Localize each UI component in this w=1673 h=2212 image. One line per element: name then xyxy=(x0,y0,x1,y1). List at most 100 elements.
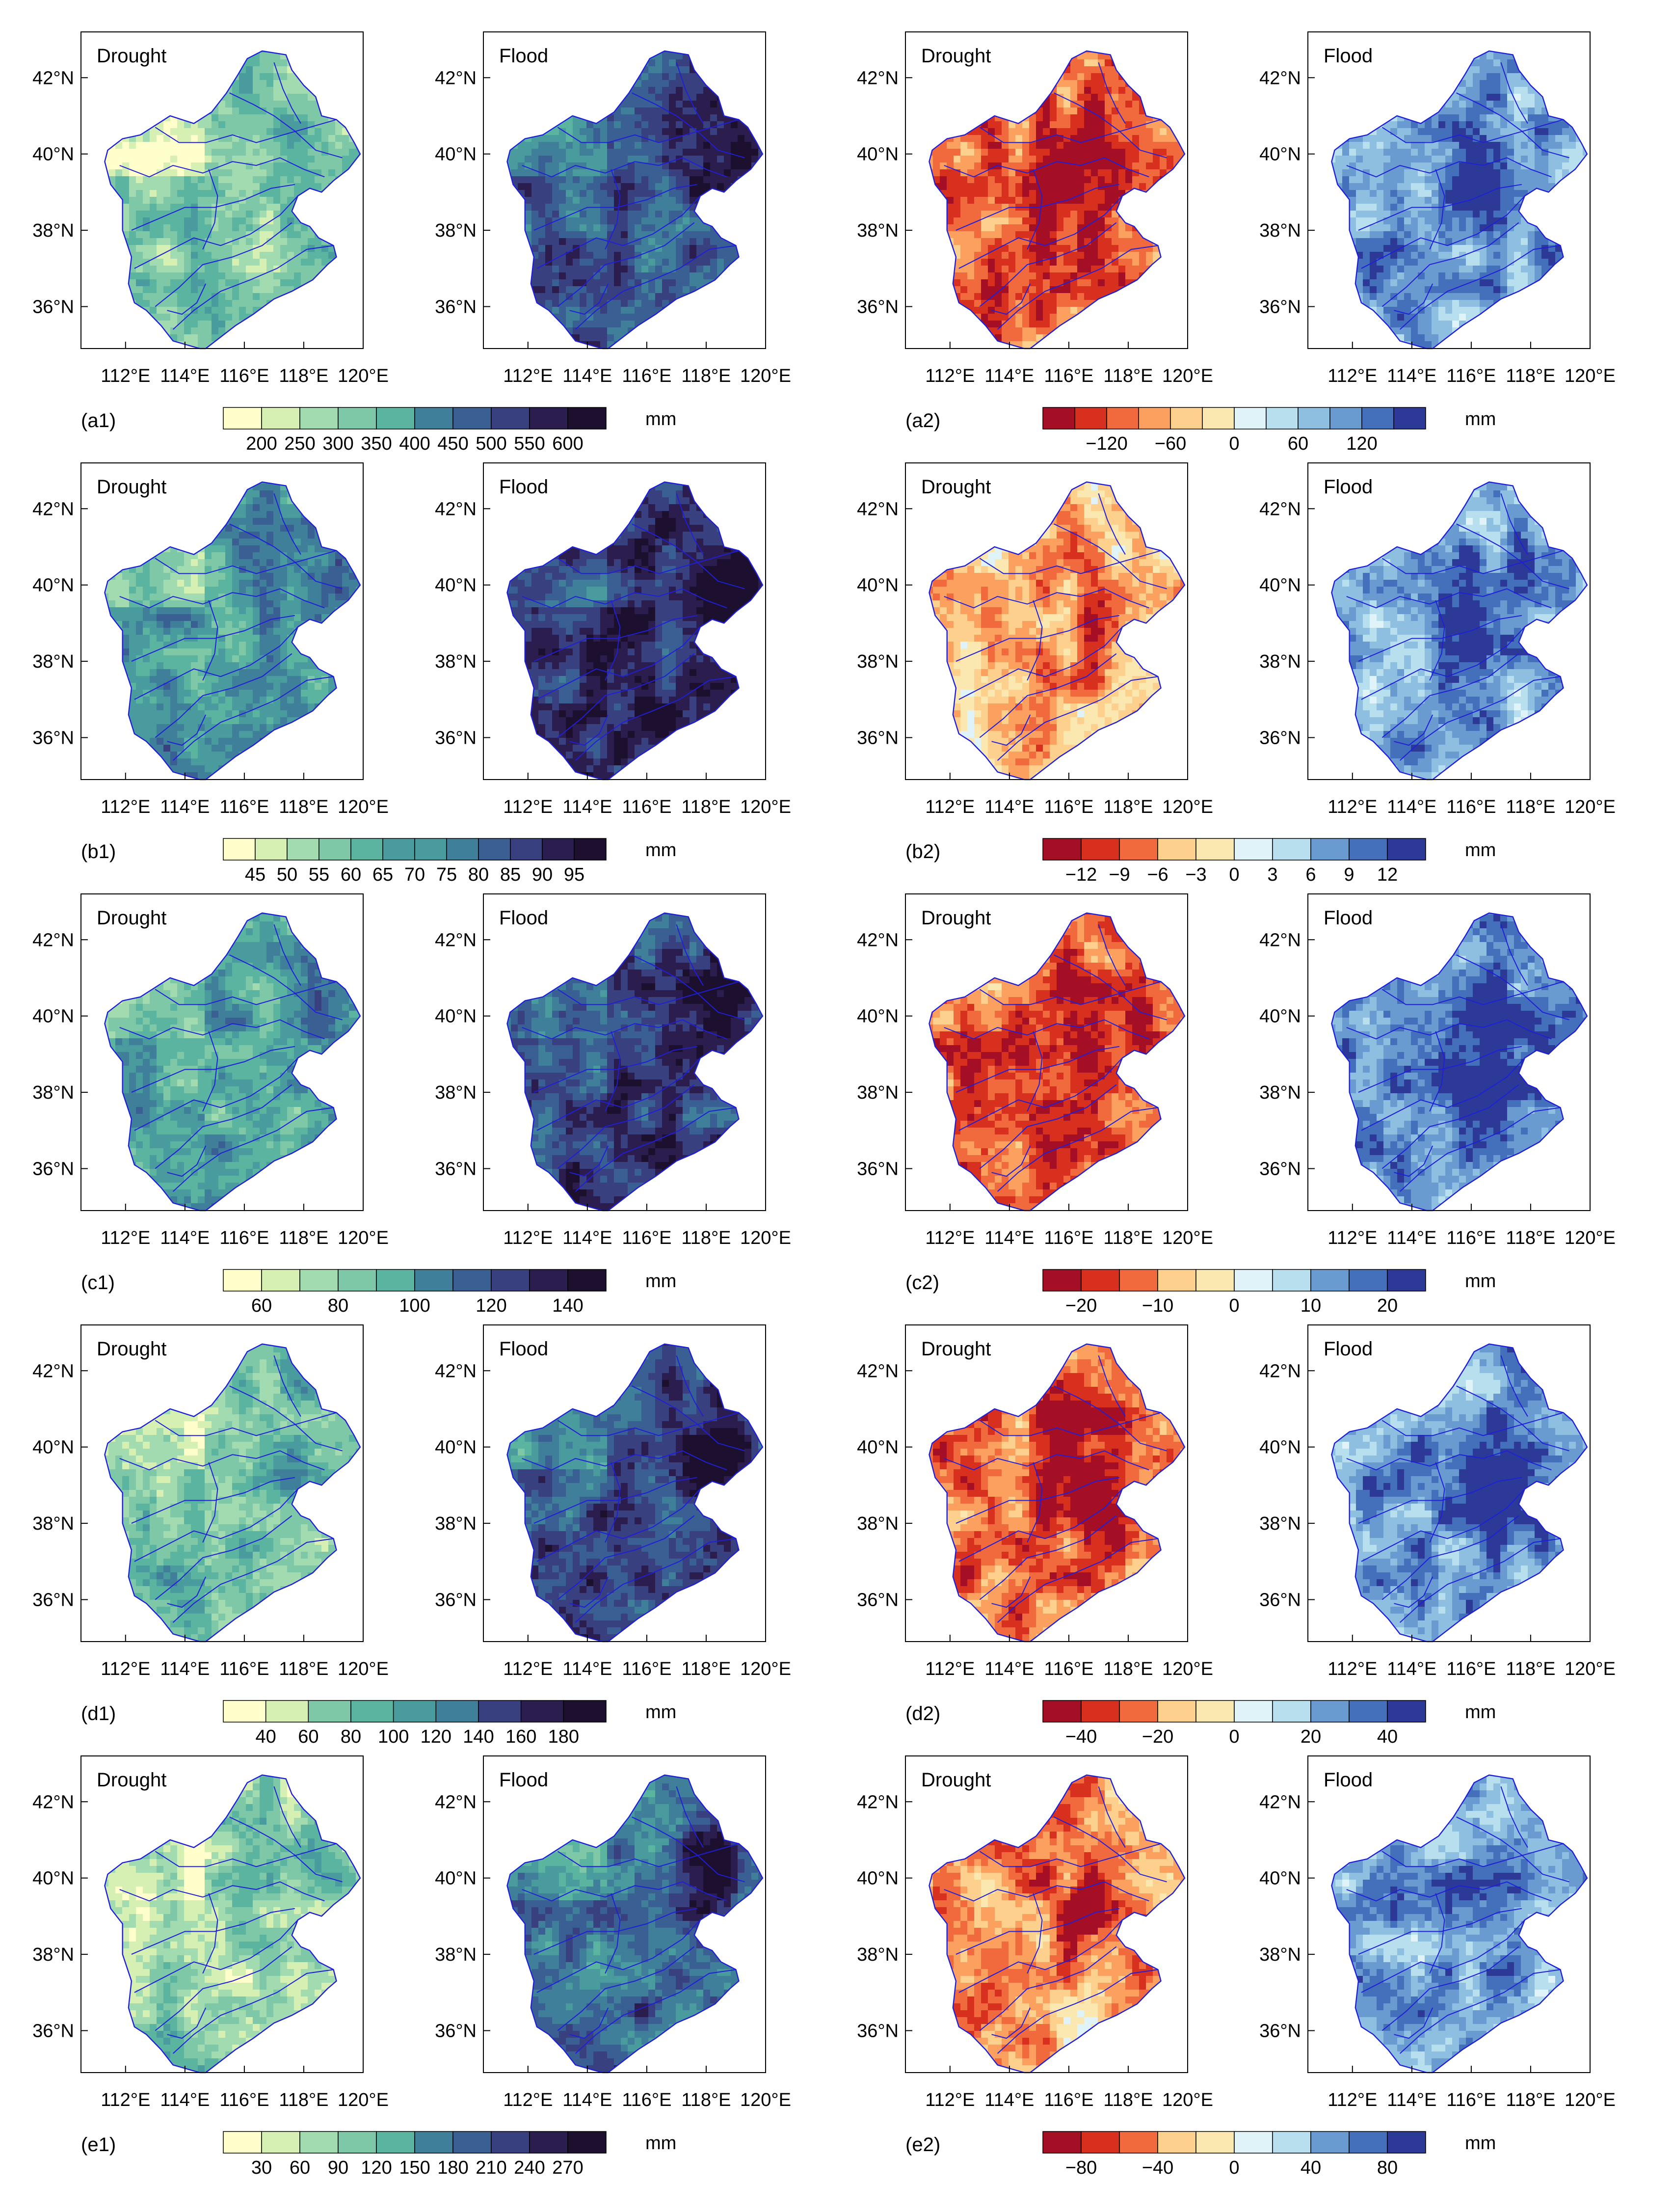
colorbar-bin xyxy=(299,407,339,430)
panel-title: Drought xyxy=(97,45,166,67)
sub-basin-boundary xyxy=(944,1881,1149,1902)
lon-tick-label: 118°E xyxy=(279,1228,328,1248)
sub-basin-boundary xyxy=(1054,954,1167,1021)
sub-basin-boundary xyxy=(522,1019,727,1040)
lon-tick-label: 120°E xyxy=(338,797,389,817)
colorbar-tick-label: 600 xyxy=(552,433,583,454)
lat-tick-label: 42°N xyxy=(32,1792,74,1812)
panel-label: (a2) xyxy=(905,410,940,432)
precipitation-field xyxy=(1331,482,1587,780)
sub-basin-boundary xyxy=(575,1107,736,1192)
colorbar-bin xyxy=(376,2131,415,2154)
map-frame xyxy=(905,893,1188,1211)
colorbar-tick-label: 200 xyxy=(246,433,277,454)
colorbar-bin xyxy=(1119,2131,1158,2154)
sub-basin-boundary xyxy=(575,676,736,761)
colorbar-tick-label: 120 xyxy=(361,2158,392,2178)
lon-tick-label: 120°E xyxy=(740,2090,791,2110)
map-panel-drought: Drought 112°E 114°E 116°E 118°E 120°E 42°N 40°N… xyxy=(32,893,389,1248)
lon-tick-label: 116°E xyxy=(219,366,269,386)
precipitation-field xyxy=(929,1775,1185,2073)
colorbar-bin xyxy=(1157,1700,1196,1723)
colorbar-bin xyxy=(1393,407,1426,430)
sub-basin-boundary xyxy=(119,1019,325,1040)
sub-basin-boundary xyxy=(979,1084,1117,1169)
sub-basin-boundary xyxy=(1399,1969,1561,2054)
sub-basin-boundary xyxy=(1361,1057,1525,1131)
lon-tick-label: 116°E xyxy=(622,797,671,817)
colorbar-tick-label: 90 xyxy=(532,864,553,885)
sub-basin-boundary xyxy=(229,1385,343,1452)
lat-tick-label: 38°N xyxy=(857,220,899,241)
lat-tick-label: 40°N xyxy=(32,1868,74,1889)
lat-tick-label: 40°N xyxy=(857,1437,899,1458)
sub-basin-boundary xyxy=(1399,1107,1561,1192)
sub-basin-boundary xyxy=(676,1786,704,1848)
precipitation-field xyxy=(507,913,763,1211)
lat-tick-label: 36°N xyxy=(1259,1159,1301,1180)
map-panel-flood: Flood 112°E 114°E 116°E 118°E 120°E 42°N 40°N 38… xyxy=(1259,893,1616,1248)
colorbar-bin xyxy=(452,2131,492,2154)
lon-tick-label: 120°E xyxy=(1565,1228,1616,1248)
colorbar-tick-label: 0 xyxy=(1229,1726,1239,1747)
sub-basin-boundary xyxy=(536,1919,701,1993)
sub-basin-boundary xyxy=(155,1412,337,1436)
sub-basin-boundary xyxy=(1394,1145,1434,1177)
sub-basin-boundary xyxy=(1500,1786,1528,1848)
sub-basin-boundary xyxy=(273,1355,301,1417)
colorbar-bin xyxy=(1195,1269,1235,1292)
lat-tick-label: 38°N xyxy=(435,1513,477,1534)
lat-tick-label: 36°N xyxy=(857,2021,899,2042)
colorbar-tick-label: 180 xyxy=(548,1726,579,1747)
sub-basin-boundary xyxy=(632,523,745,590)
sub-basin-boundary xyxy=(557,1412,739,1436)
colorbar-tick-label: 9 xyxy=(1344,864,1354,885)
unit-label: mm xyxy=(1465,2133,1496,2154)
sub-basin-boundary xyxy=(533,1477,697,1524)
sub-basin-boundary xyxy=(1054,1385,1167,1452)
colorbar-bin xyxy=(299,2131,339,2154)
colorbar-tick-label: −3 xyxy=(1185,864,1206,885)
lon-tick-label: 112°E xyxy=(101,797,150,817)
lat-tick-label: 42°N xyxy=(1259,499,1301,519)
unit-label: mm xyxy=(1465,1702,1496,1723)
lat-tick-label: 42°N xyxy=(435,68,477,88)
precipitation-field xyxy=(1331,1775,1587,2073)
basin-outline xyxy=(104,1774,361,2074)
panel-title: Drought xyxy=(97,1338,166,1360)
precipitation-field xyxy=(507,1775,763,2073)
lon-tick-label: 112°E xyxy=(101,366,150,386)
precipitation-field xyxy=(929,482,1185,780)
colorbar-tick-label: −12 xyxy=(1065,864,1097,885)
colorbar-bin xyxy=(223,2131,262,2154)
sub-basin-boundary xyxy=(1456,1385,1569,1452)
sub-basin-boundary xyxy=(229,92,343,159)
lat-tick-label: 40°N xyxy=(435,1006,477,1027)
sub-basin-boundary xyxy=(979,1843,1161,1867)
colorbar-bin xyxy=(1310,838,1350,861)
sub-basin-boundary xyxy=(155,119,337,143)
colorbar-bin xyxy=(414,838,447,861)
sub-basin-boundary xyxy=(557,653,695,738)
colorbar-tick-label: 0 xyxy=(1229,2158,1239,2178)
sub-basin-boundary xyxy=(1098,493,1126,555)
colorbar-tick-label: −40 xyxy=(1065,1726,1097,1747)
lat-tick-label: 42°N xyxy=(1259,68,1301,88)
colorbar-bin xyxy=(1081,838,1120,861)
lon-tick-label: 116°E xyxy=(622,1659,671,1679)
sub-basin-boundary xyxy=(1027,1893,1043,1974)
panel-title: Flood xyxy=(1324,1338,1373,1360)
sub-basin-boundary xyxy=(522,1881,727,1902)
lon-tick-label: 112°E xyxy=(101,1228,150,1248)
sub-basin-boundary xyxy=(605,1462,621,1543)
sub-basin-boundary xyxy=(958,626,1123,700)
colorbar: (d1) 40 60 80 100 120 140 160 180 mm xyxy=(81,1700,676,1747)
sub-basin-boundary xyxy=(605,600,621,681)
precipitation-field xyxy=(105,1775,360,2073)
unit-label: mm xyxy=(1465,840,1496,861)
sub-basin-boundary xyxy=(979,1515,1117,1600)
colorbar-tick-label: 50 xyxy=(277,864,297,885)
colorbar-tick-label: 60 xyxy=(290,2158,310,2178)
sub-basin-boundary xyxy=(533,1908,697,1955)
precipitation-field xyxy=(507,482,763,780)
